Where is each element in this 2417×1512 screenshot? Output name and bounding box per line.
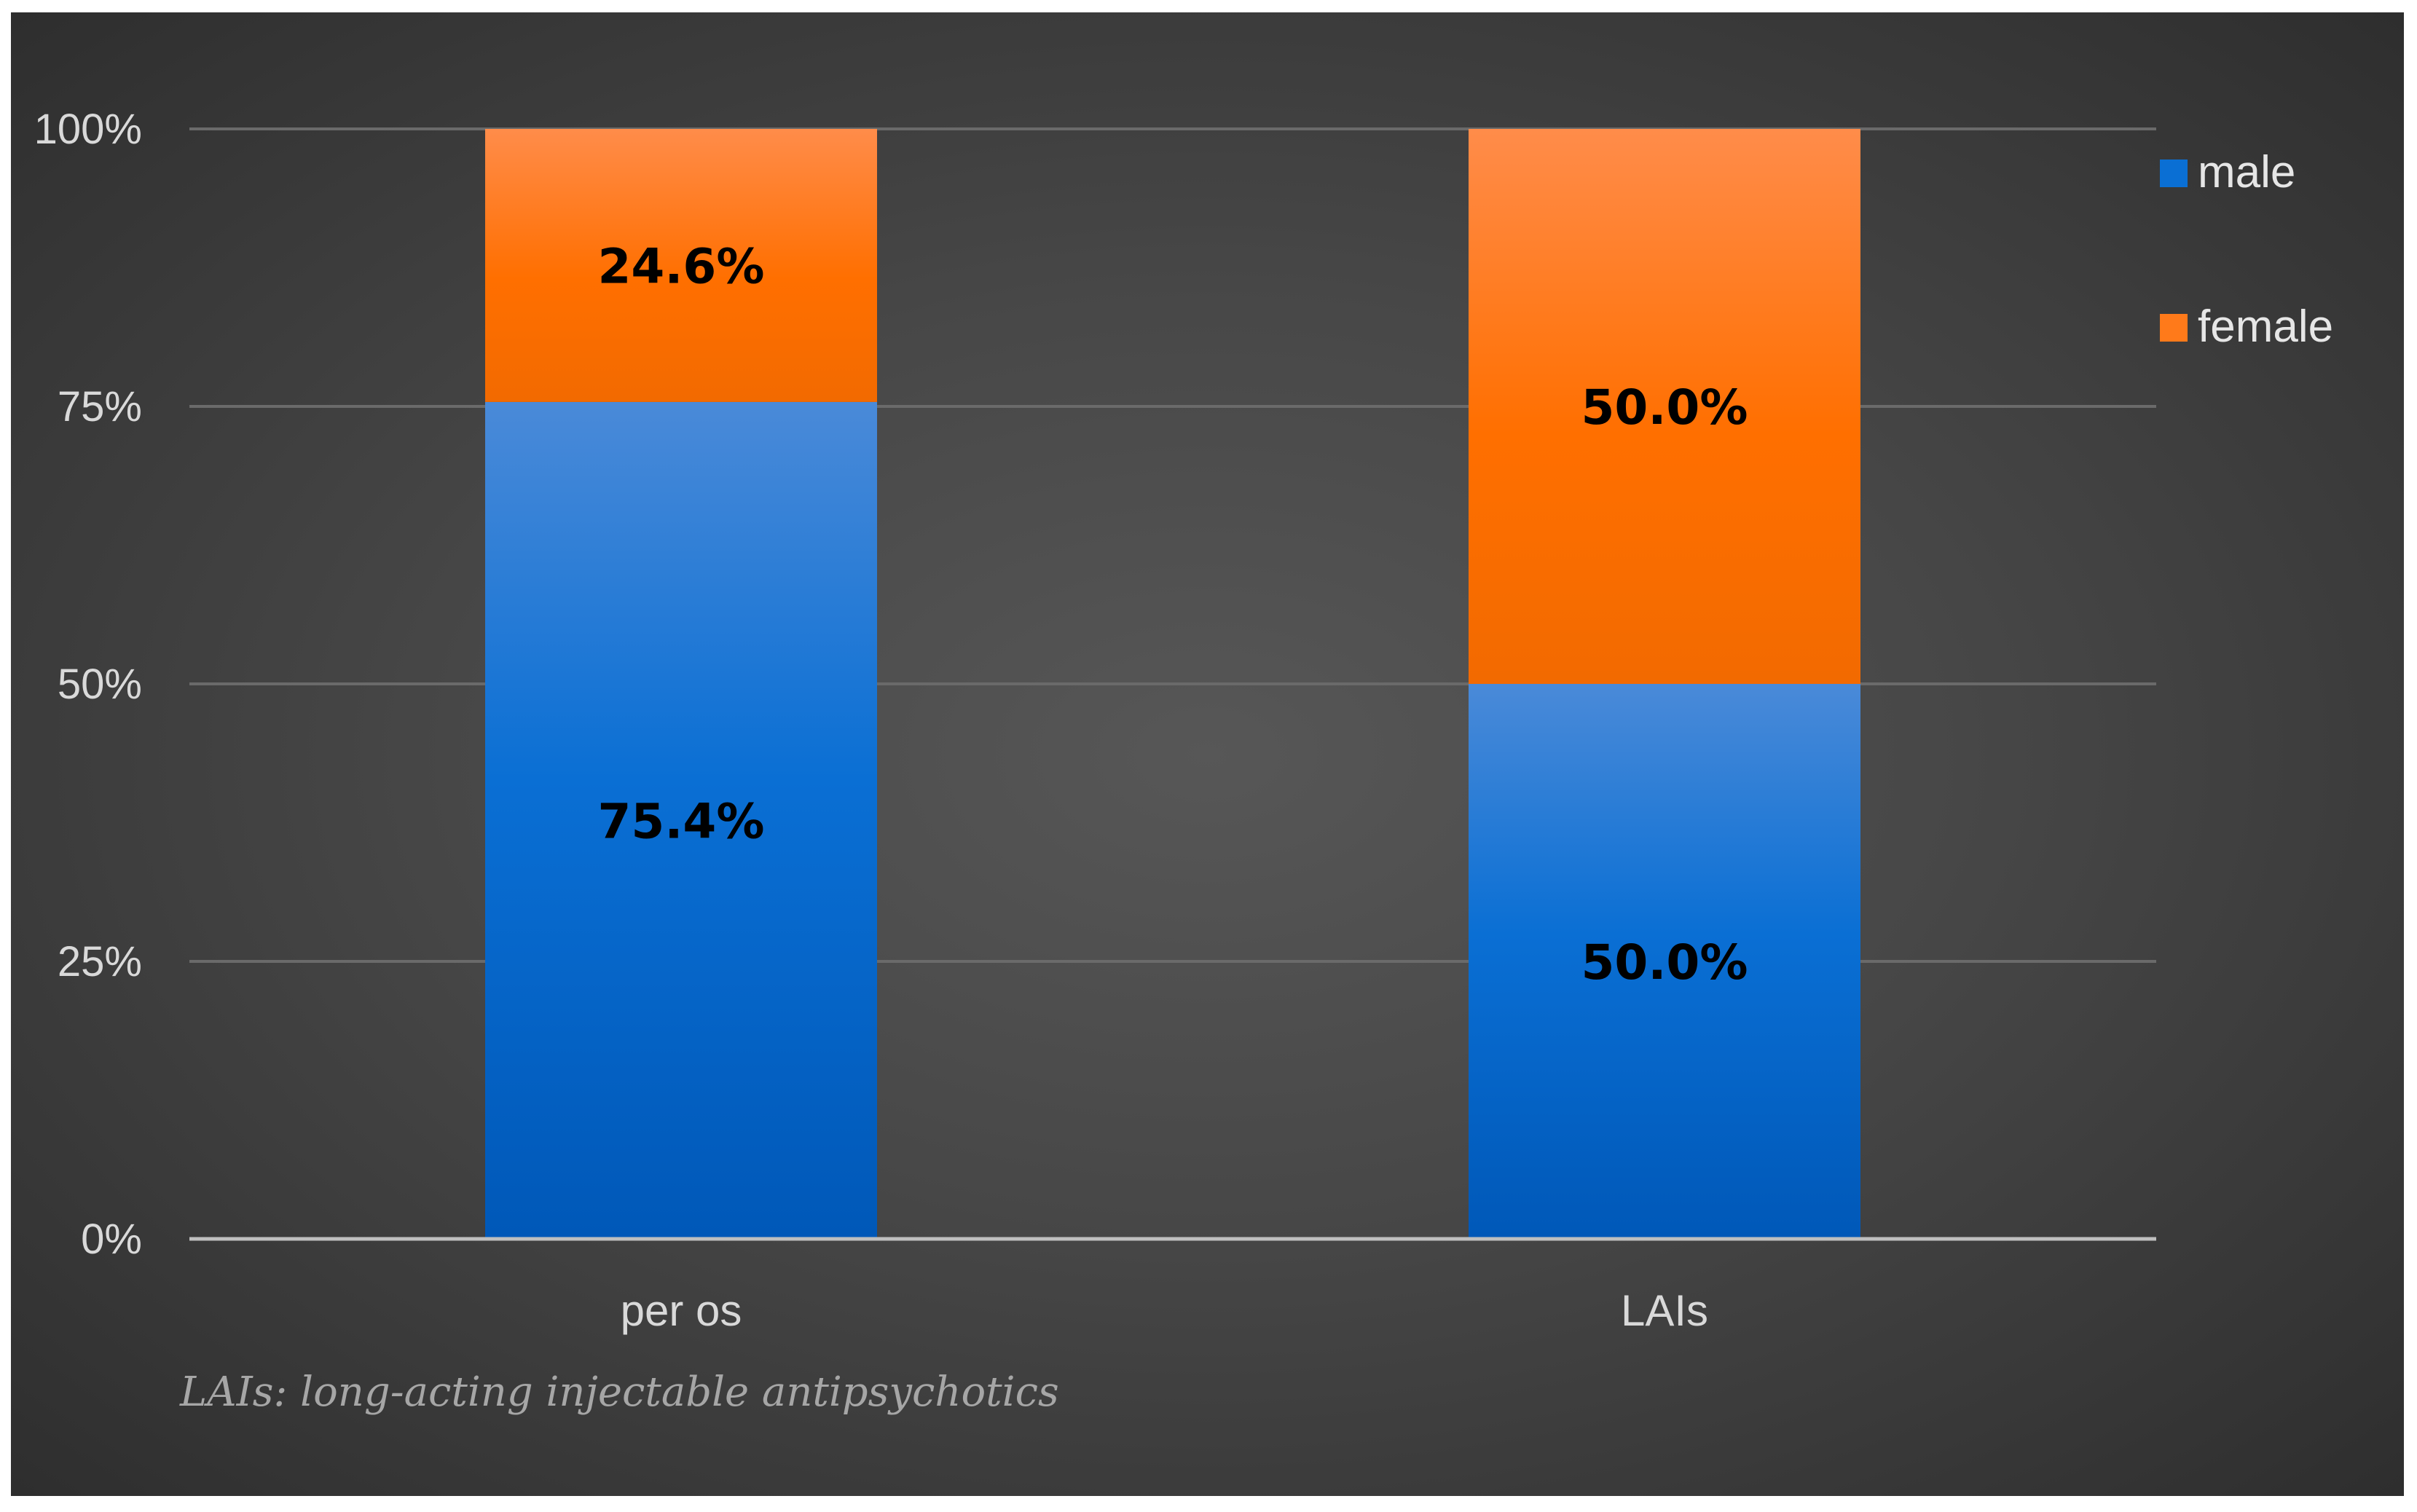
legend-swatch-female <box>2160 314 2188 342</box>
data-label-female: 50.0% <box>1581 379 1748 436</box>
axes: 0% 25% 50% 75% 100% per os LAIs <box>34 106 2156 1335</box>
data-label-male: 50.0% <box>1581 934 1748 991</box>
bar-male-0 <box>485 401 877 1239</box>
bar-male-1 <box>1469 684 1860 1239</box>
legend: male female <box>2160 147 2333 352</box>
y-tick-label: 25% <box>58 938 142 985</box>
footnote: LAIs: long-acting injectable antipsychot… <box>179 1369 1059 1416</box>
y-tick-label: 75% <box>58 383 142 430</box>
data-label-male: 75.4% <box>598 793 765 849</box>
x-category-label: per os <box>621 1286 742 1335</box>
data-labels: 75.4% 24.6% 50.0% 50.0% <box>598 238 1748 991</box>
y-tick-label: 100% <box>34 106 142 153</box>
y-tick-label: 50% <box>58 661 142 708</box>
bars <box>485 129 1860 1239</box>
bar-female-1 <box>1469 129 1860 684</box>
data-label-female: 24.6% <box>598 238 765 294</box>
legend-swatch-male <box>2160 160 2188 187</box>
chart-frame: 0% 25% 50% 75% 100% per os LAIs 75.4% 24.6% 50.0… <box>11 12 2404 1496</box>
bar-female-0 <box>485 129 877 402</box>
legend-label-male: male <box>2198 147 2295 197</box>
y-tick-label: 0% <box>81 1216 142 1263</box>
legend-label-female: female <box>2198 302 2333 352</box>
x-category-label: LAIs <box>1621 1286 1708 1335</box>
gridlines <box>189 127 2156 963</box>
chart-svg: 0% 25% 50% 75% 100% per os LAIs 75.4% 24.6% 50.0… <box>34 106 2333 1416</box>
